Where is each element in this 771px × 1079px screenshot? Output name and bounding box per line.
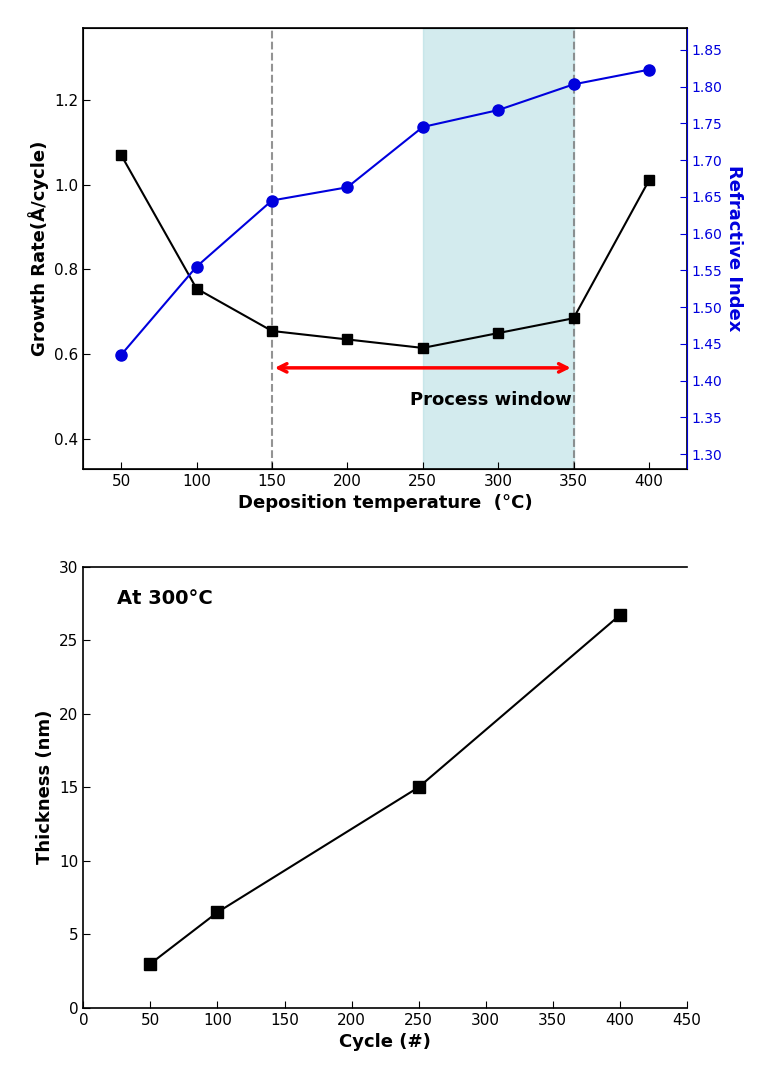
Y-axis label: Refractive Index: Refractive Index — [726, 165, 743, 331]
X-axis label: Deposition temperature  (°C): Deposition temperature (°C) — [237, 494, 532, 513]
Y-axis label: Growth Rate(Å/cycle): Growth Rate(Å/cycle) — [28, 140, 49, 356]
Text: At 300°C: At 300°C — [117, 589, 213, 607]
Y-axis label: Thickness (nm): Thickness (nm) — [35, 710, 54, 864]
Text: Process window: Process window — [409, 392, 571, 409]
X-axis label: Cycle (#): Cycle (#) — [339, 1034, 431, 1051]
Bar — [423, 28, 574, 468]
